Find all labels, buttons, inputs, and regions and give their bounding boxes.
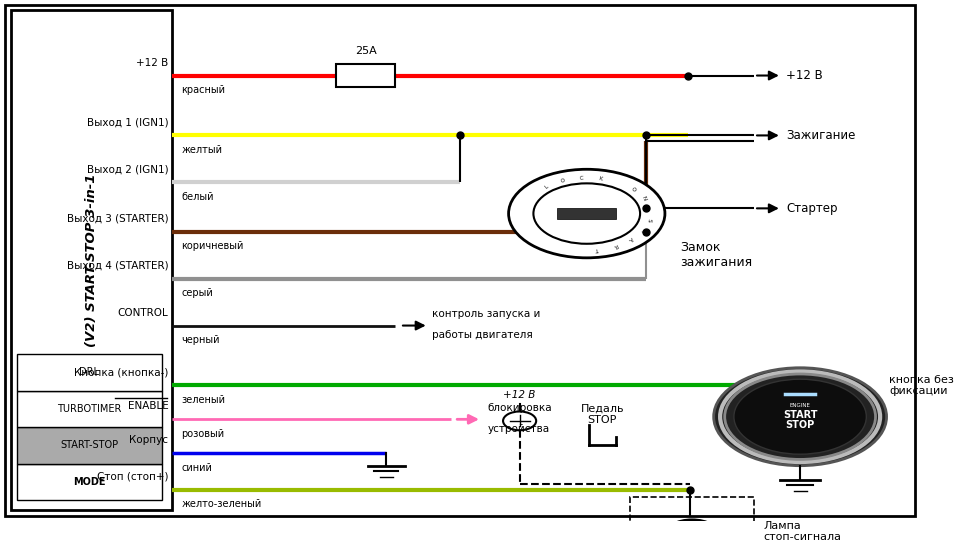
Text: Выход 3 (STARTER): Выход 3 (STARTER): [66, 214, 168, 224]
Text: TURBOTIMER: TURBOTIMER: [57, 404, 121, 414]
Text: синий: синий: [181, 463, 212, 472]
Text: START: START: [782, 410, 817, 420]
Text: контроль запуска и: контроль запуска и: [432, 309, 540, 319]
Text: коричневый: коричневый: [181, 241, 244, 251]
Text: устройства: устройства: [488, 424, 549, 434]
Text: ENGINE: ENGINE: [790, 403, 810, 408]
Circle shape: [713, 368, 887, 465]
Bar: [16, 463, 162, 500]
Bar: [16, 390, 162, 427]
Text: Выход 1 (IGN1): Выход 1 (IGN1): [86, 117, 168, 127]
Text: зеленый: зеленый: [181, 395, 226, 405]
Text: +12 В: +12 В: [786, 69, 823, 82]
Text: ENABLE: ENABLE: [128, 401, 168, 411]
Text: блокировка: блокировка: [488, 403, 552, 413]
Text: желто-зеленый: желто-зеленый: [181, 499, 261, 509]
Text: C: C: [579, 176, 584, 181]
Text: Зажигание: Зажигание: [786, 129, 855, 142]
Text: R: R: [612, 242, 618, 248]
Text: S: S: [645, 218, 651, 222]
Text: Выход 4 (STARTER): Выход 4 (STARTER): [66, 261, 168, 271]
Circle shape: [664, 520, 720, 540]
Text: розовый: розовый: [181, 429, 225, 438]
Text: L: L: [543, 184, 549, 190]
Text: T: T: [639, 227, 645, 233]
Text: работы двигателя: работы двигателя: [432, 330, 533, 340]
Text: A: A: [628, 235, 634, 242]
Text: Выход 2 (IGN1): Выход 2 (IGN1): [86, 164, 168, 174]
Text: DRL: DRL: [80, 367, 99, 377]
Text: MODE: MODE: [73, 477, 106, 487]
Text: CONTROL: CONTROL: [117, 308, 168, 318]
Text: 25A: 25A: [354, 46, 376, 56]
Text: +12 В: +12 В: [136, 57, 168, 68]
Text: Замок
зажигания: Замок зажигания: [681, 241, 753, 269]
Circle shape: [509, 169, 665, 258]
Bar: [16, 427, 162, 463]
Text: T: T: [595, 246, 600, 251]
Text: N: N: [640, 195, 647, 201]
Text: START-STOP: START-STOP: [60, 440, 118, 450]
Text: черный: черный: [181, 335, 220, 345]
Text: кнопка без
фиксации: кнопка без фиксации: [889, 375, 954, 396]
Text: Стартер: Стартер: [786, 202, 838, 215]
Text: (V2) START-STOP 3-in-1: (V2) START-STOP 3-in-1: [85, 174, 98, 347]
Text: Лампа
стоп-сигнала: Лампа стоп-сигнала: [763, 521, 841, 540]
Bar: [558, 208, 616, 219]
Text: STOP: STOP: [785, 420, 815, 430]
Text: белый: белый: [181, 192, 214, 201]
Text: красный: красный: [181, 85, 226, 95]
Bar: [336, 64, 396, 87]
Text: Стоп (стоп+): Стоп (стоп+): [97, 471, 168, 482]
Text: K: K: [598, 176, 603, 182]
Text: O: O: [630, 186, 636, 193]
Bar: [11, 10, 172, 510]
Text: желтый: желтый: [181, 145, 222, 155]
Text: O: O: [560, 178, 565, 184]
Bar: [16, 354, 162, 390]
Text: Педаль
STOP: Педаль STOP: [581, 403, 624, 425]
Text: Кнопка (кнопка-): Кнопка (кнопка-): [74, 367, 168, 377]
Bar: [630, 497, 755, 540]
Circle shape: [534, 184, 640, 244]
Circle shape: [503, 411, 537, 430]
Text: +12 В: +12 В: [503, 389, 536, 400]
Text: Корпус: Корпус: [130, 435, 168, 445]
Circle shape: [733, 379, 866, 454]
Text: серый: серый: [181, 288, 213, 298]
